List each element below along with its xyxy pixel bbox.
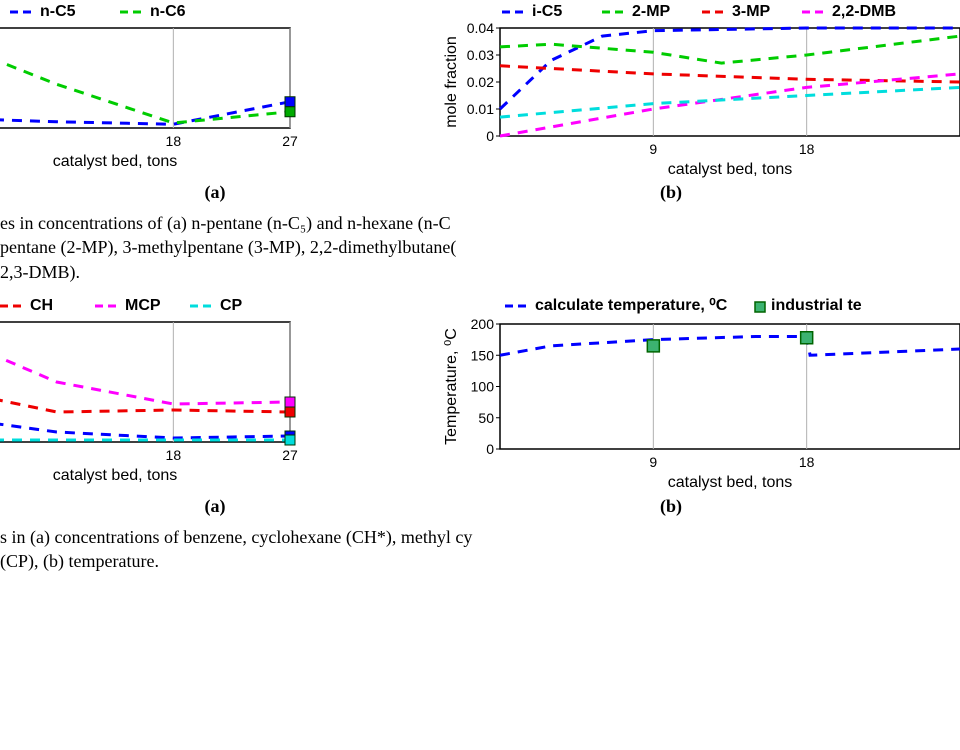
figure-grid: 18 27 catalyst bed, tons n-C5 n-C6 (a) 9 18 0 0… bbox=[0, 0, 960, 583]
panel-b2: 9 18 0 50 100 150 200 catalyst bed, tons Tempera… bbox=[430, 294, 960, 521]
svg-text:18: 18 bbox=[166, 447, 182, 463]
svg-text:mole fraction: mole fraction bbox=[443, 36, 460, 128]
caption-1-line1: es in concentrations of (a) n-pentane (n… bbox=[0, 213, 451, 233]
svg-text:CH: CH bbox=[30, 297, 53, 314]
svg-text:n-C5: n-C5 bbox=[40, 3, 76, 20]
svg-text:0.01: 0.01 bbox=[467, 101, 494, 117]
svg-text:catalyst bed, tons: catalyst bed, tons bbox=[668, 474, 793, 491]
svg-text:18: 18 bbox=[799, 141, 815, 157]
sublabel-a2: (a) bbox=[0, 494, 430, 521]
svg-text:CP: CP bbox=[220, 297, 243, 314]
caption-1-line2: pentane (2-MP), 3-methylpentane (3-MP), … bbox=[0, 237, 456, 257]
svg-text:n-C6: n-C6 bbox=[150, 3, 186, 20]
svg-text:9: 9 bbox=[649, 454, 657, 470]
sublabel-b2: (b) bbox=[430, 494, 960, 521]
svg-text:industrial te: industrial te bbox=[771, 297, 862, 314]
svg-text:MCP: MCP bbox=[125, 297, 161, 314]
svg-text:2,2-DMB: 2,2-DMB bbox=[832, 3, 896, 20]
caption-2: s in (a) concentrations of benzene, cycl… bbox=[0, 521, 960, 584]
sublabel-a1: (a) bbox=[0, 180, 430, 207]
svg-text:100: 100 bbox=[471, 378, 495, 394]
svg-text:calculate temperature, ⁰C: calculate temperature, ⁰C bbox=[535, 297, 728, 314]
panel-a2: 18 27 catalyst bed, tons CH MCP CP (a) bbox=[0, 294, 430, 521]
panel-a1: 18 27 catalyst bed, tons n-C5 n-C6 (a) bbox=[0, 0, 430, 207]
svg-text:200: 200 bbox=[471, 316, 495, 332]
svg-text:0.02: 0.02 bbox=[467, 74, 494, 90]
caption-1-line3: 2,3-DMB). bbox=[0, 262, 80, 282]
svg-text:18: 18 bbox=[166, 133, 182, 149]
caption-2-line2: (CP), (b) temperature. bbox=[0, 551, 159, 571]
svg-text:0.03: 0.03 bbox=[467, 47, 494, 63]
svg-text:i-C5: i-C5 bbox=[532, 3, 562, 20]
svg-text:catalyst bed, tons: catalyst bed, tons bbox=[668, 161, 793, 178]
panel-b1: 9 18 0 0.01 0.02 0.03 0.04 catalyst bed, tons mo… bbox=[430, 0, 960, 207]
svg-text:catalyst bed, tons: catalyst bed, tons bbox=[53, 153, 178, 170]
svg-text:27: 27 bbox=[282, 447, 298, 463]
row-2: 18 27 catalyst bed, tons CH MCP CP (a) 9 18 0 50… bbox=[0, 294, 960, 521]
svg-text:catalyst bed, tons: catalyst bed, tons bbox=[53, 467, 178, 484]
caption-1: es in concentrations of (a) n-pentane (n… bbox=[0, 207, 960, 294]
chart-b2: 9 18 0 50 100 150 200 catalyst bed, tons Tempera… bbox=[430, 294, 960, 494]
svg-text:3-MP: 3-MP bbox=[732, 3, 771, 20]
svg-text:9: 9 bbox=[649, 141, 657, 157]
chart-a2: 18 27 catalyst bed, tons CH MCP CP bbox=[0, 294, 320, 494]
svg-text:50: 50 bbox=[478, 410, 494, 426]
svg-text:0.04: 0.04 bbox=[467, 20, 494, 36]
chart-a1: 18 27 catalyst bed, tons n-C5 n-C6 bbox=[0, 0, 320, 180]
svg-text:Temperature, ⁰C: Temperature, ⁰C bbox=[443, 328, 460, 445]
svg-text:0: 0 bbox=[486, 128, 494, 144]
svg-text:2-MP: 2-MP bbox=[632, 3, 671, 20]
svg-text:150: 150 bbox=[471, 347, 495, 363]
svg-text:18: 18 bbox=[799, 454, 815, 470]
row-1: 18 27 catalyst bed, tons n-C5 n-C6 (a) 9 18 0 0… bbox=[0, 0, 960, 207]
caption-2-line1: s in (a) concentrations of benzene, cycl… bbox=[0, 527, 472, 547]
chart-b1: 9 18 0 0.01 0.02 0.03 0.04 catalyst bed, tons mo… bbox=[430, 0, 960, 180]
svg-text:27: 27 bbox=[282, 133, 298, 149]
sublabel-b1: (b) bbox=[430, 180, 960, 207]
svg-text:0: 0 bbox=[486, 441, 494, 457]
